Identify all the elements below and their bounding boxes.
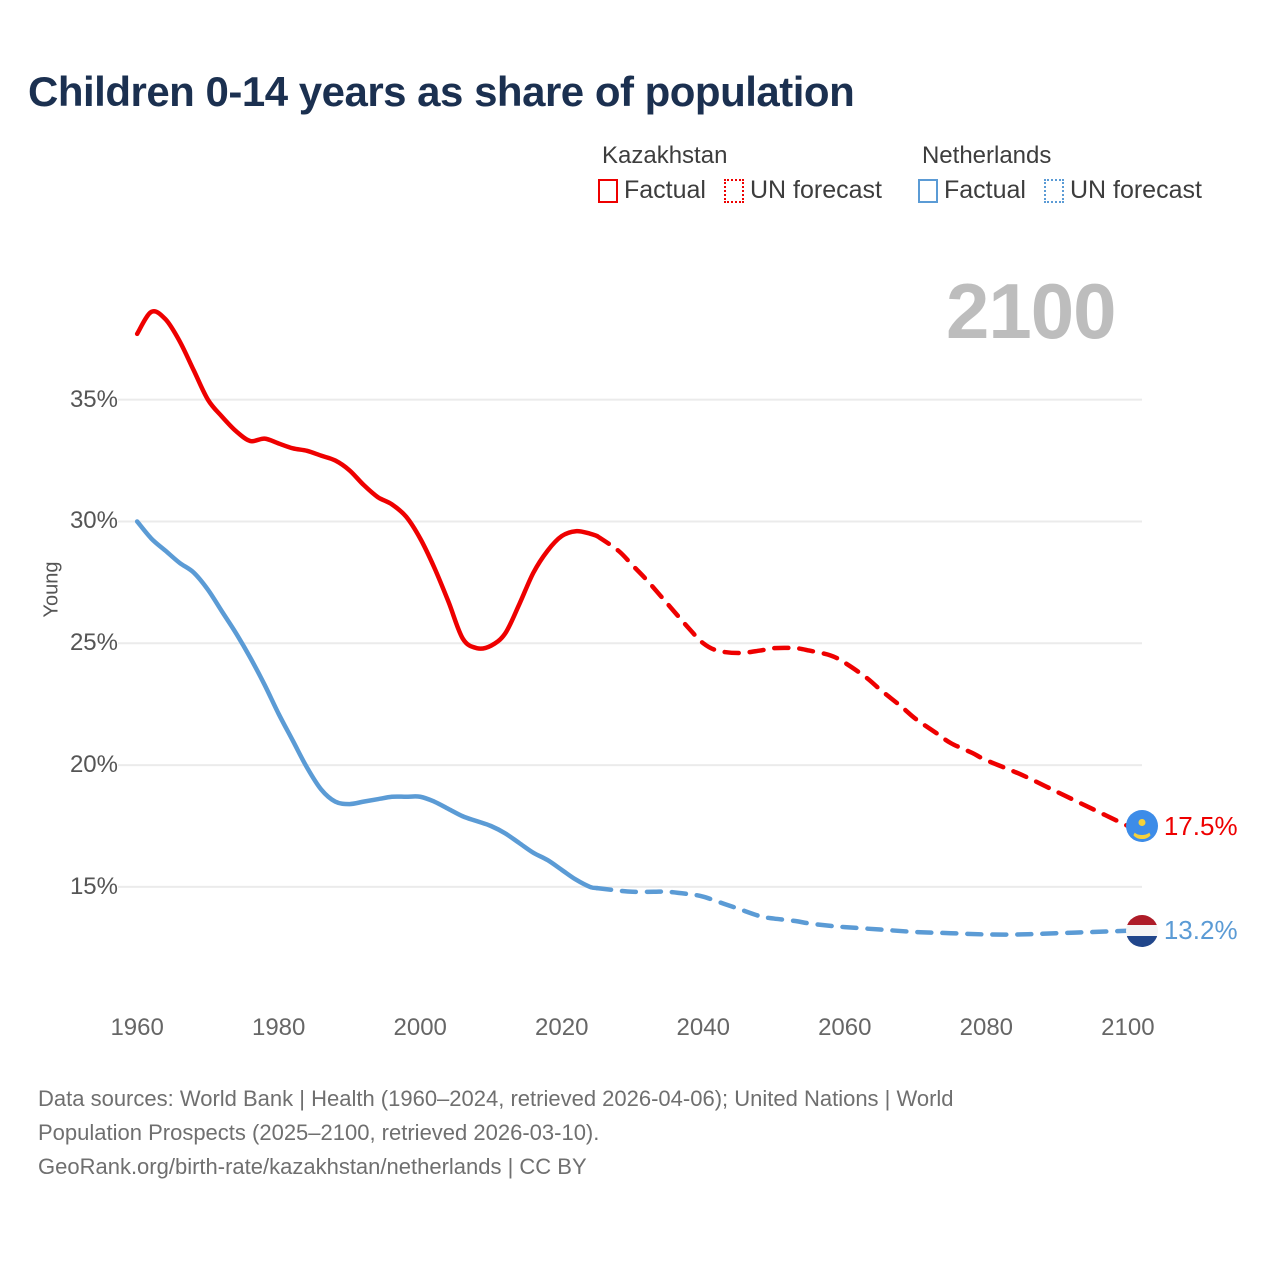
endpoint-value-netherlands: 13.2% (1163, 915, 1238, 946)
legend-item-netherlands-factual[interactable]: Factual (917, 176, 1026, 205)
legend-swatch-dotted-icon (723, 178, 744, 203)
legend-country-kazakhstan: Kazakhstan (602, 142, 728, 169)
legend-swatch-solid-icon (917, 178, 938, 203)
y-tick-label: 20% (69, 751, 118, 779)
x-tick-label: 2080 (959, 1014, 1014, 1041)
x-tick-label: 2040 (676, 1014, 730, 1041)
x-tick-label: 2020 (535, 1014, 589, 1041)
legend-label-kazakhstan-forecast: UN forecast (749, 176, 882, 204)
endpoint-value-kazakhstan: 17.5% (1163, 810, 1238, 841)
x-tick-label: 2000 (393, 1014, 447, 1041)
x-tick-label: 1960 (110, 1014, 164, 1041)
footer-sources: Data sources: World Bank | Health (1960–… (38, 1082, 1218, 1184)
y-tick-label: 35% (69, 385, 118, 413)
x-tick-label: 2060 (818, 1014, 872, 1041)
x-tick-label: 1980 (251, 1014, 306, 1041)
legend-item-kazakhstan-forecast[interactable]: UN forecast (723, 176, 882, 205)
footer-line-3: GeoRank.org/birth-rate/kazakhstan/nether… (38, 1154, 587, 1180)
kz-flag-icon (1125, 810, 1158, 842)
legend-item-netherlands-forecast[interactable]: UN forecast (1043, 176, 1202, 205)
legend-label-kazakhstan-factual: Factual (624, 176, 706, 204)
legend-label-netherlands-factual: Factual (943, 176, 1026, 204)
endpoint-kazakhstan[interactable]: 17.5% (1125, 810, 1238, 842)
y-tick-label: 15% (69, 872, 118, 900)
footer-line-2: Population Prospects (2025–2100, retriev… (38, 1120, 600, 1146)
y-tick-label: 25% (69, 629, 118, 657)
watermark-year: 2100 (946, 267, 1117, 355)
endpoint-netherlands[interactable]: 13.2% (1125, 914, 1238, 947)
legend-swatch-dotted-icon (1043, 178, 1064, 203)
legend-label-netherlands-forecast: UN forecast (1069, 176, 1202, 204)
legend-swatch-solid-icon (598, 178, 618, 203)
legend-country-netherlands: Netherlands (921, 142, 1052, 169)
y-tick-label: 30% (69, 507, 118, 535)
series-line-netherlands-forecast (594, 885, 1131, 937)
footer-line-1: Data sources: World Bank | Health (1960–… (38, 1086, 954, 1111)
series-line-kazakhstan-forecast (594, 533, 1131, 829)
nl-flag-icon (1125, 914, 1158, 947)
series-line-netherlands-factual (134, 519, 600, 891)
series-line-kazakhstan-factual (134, 309, 600, 651)
legend-group-kazakhstan: Kazakhstan Factual UN forecast (598, 142, 882, 205)
page-title: Children 0-14 years as share of populati… (28, 68, 855, 115)
x-tick-label: 2100 (1101, 1014, 1155, 1041)
legend-group-netherlands: Netherlands Factual UN forecast (917, 142, 1202, 205)
legend-item-kazakhstan-factual[interactable]: Factual (598, 176, 706, 205)
chart-legend: Kazakhstan Factual UN forecast Netherlan… (598, 142, 1202, 205)
